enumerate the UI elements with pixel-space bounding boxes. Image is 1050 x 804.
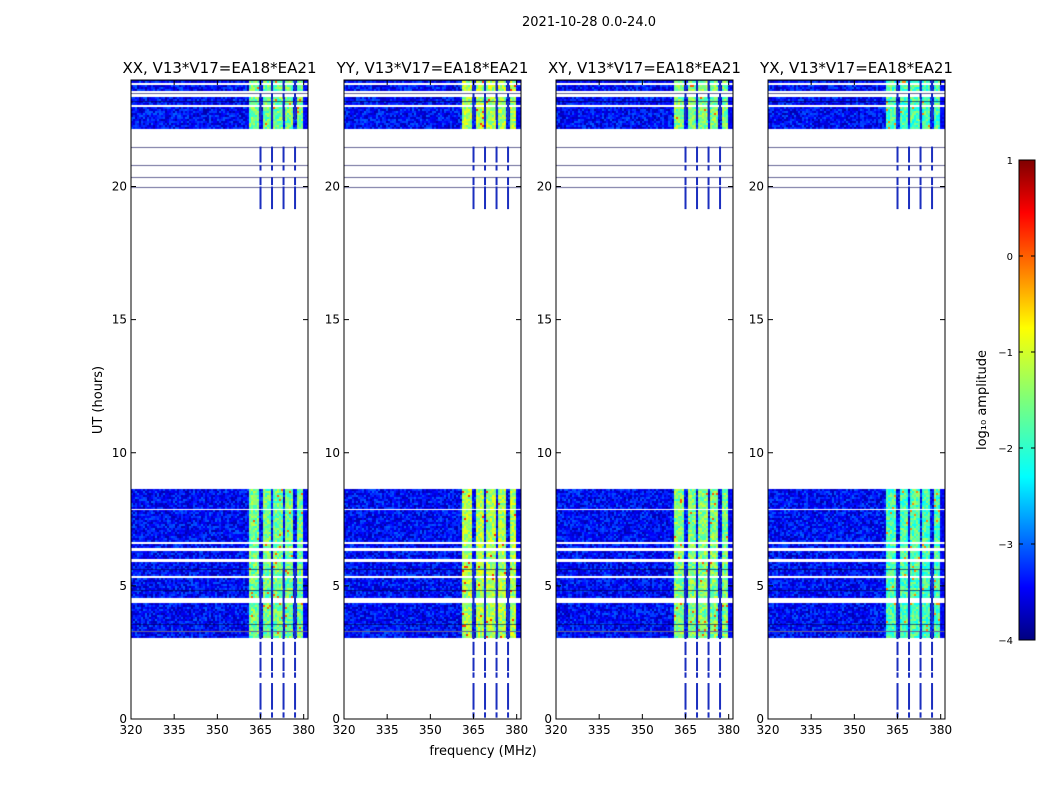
x-tick-label: 380 xyxy=(505,723,528,737)
panel-1-image xyxy=(131,80,308,719)
y-tick-label: 10 xyxy=(749,446,764,460)
x-tick-label: 320 xyxy=(757,723,780,737)
x-tick-label: 335 xyxy=(376,723,399,737)
panel-2: YY, V13*V17=EA18*EA21 320 335 350 365 380 0 5 10… xyxy=(325,59,529,737)
panel-3: XY, V13*V17=EA18*EA21 320 335 350 365 380 0 5 10… xyxy=(537,59,741,737)
panel-3-image xyxy=(556,80,733,719)
panel-1: XX, V13*V17=EA18*EA21 320 335 350 365 380 0 5 10… xyxy=(112,59,317,737)
panel-1-frame xyxy=(130,79,309,720)
y-axis-label: UT (hours) xyxy=(91,366,106,434)
colorbar-tick-label: 1 xyxy=(1007,156,1013,167)
x-tick-label: 365 xyxy=(249,723,272,737)
colorbar-tick-label: −2 xyxy=(998,444,1013,455)
panel-2-frame xyxy=(343,79,522,720)
x-tick-label: 380 xyxy=(292,723,315,737)
y-tick-label: 20 xyxy=(325,180,340,194)
x-tick-label: 380 xyxy=(717,723,740,737)
y-tick-label: 5 xyxy=(332,579,340,593)
panel-4-title: YX, V13*V17=EA18*EA21 xyxy=(759,59,953,77)
x-tick-label: 350 xyxy=(206,723,229,737)
colorbar-tick-label: −1 xyxy=(998,348,1013,359)
x-tick-label: 320 xyxy=(333,723,356,737)
y-tick-label: 15 xyxy=(537,313,552,327)
panel-2-image xyxy=(344,80,521,719)
panel-4: YX, V13*V17=EA18*EA21 320 335 350 365 380 0 5 10… xyxy=(749,59,953,737)
figure-suptitle: 2021-10-28 0.0-24.0 xyxy=(522,15,656,30)
panel-4-image xyxy=(768,80,945,719)
x-tick-label: 350 xyxy=(419,723,442,737)
panel-3-frame xyxy=(555,79,734,720)
x-tick-label: 350 xyxy=(631,723,654,737)
x-tick-label: 320 xyxy=(545,723,568,737)
y-tick-label: 0 xyxy=(119,712,127,726)
colorbar-gradient xyxy=(1018,159,1036,641)
x-tick-label: 380 xyxy=(929,723,952,737)
panel-2-title: YY, V13*V17=EA18*EA21 xyxy=(336,59,529,77)
panels-group: XX, V13*V17=EA18*EA21 320 335 350 365 380 0 5 10… xyxy=(112,59,953,737)
x-tick-label: 335 xyxy=(800,723,823,737)
y-tick-label: 15 xyxy=(749,313,764,327)
y-tick-label: 20 xyxy=(749,180,764,194)
colorbar: log₁₀ amplitude 1 0 −1 −2 −3 −4 xyxy=(975,156,1036,647)
y-tick-label: 0 xyxy=(756,712,764,726)
y-tick-label: 20 xyxy=(112,180,127,194)
panel-1-title: XX, V13*V17=EA18*EA21 xyxy=(122,59,316,77)
x-tick-label: 365 xyxy=(462,723,485,737)
y-tick-label: 10 xyxy=(325,446,340,460)
x-tick-label: 365 xyxy=(886,723,909,737)
y-tick-label: 20 xyxy=(537,180,552,194)
y-tick-label: 15 xyxy=(112,313,127,327)
y-tick-label: 10 xyxy=(112,446,127,460)
y-tick-label: 0 xyxy=(544,712,552,726)
x-tick-label: 335 xyxy=(163,723,186,737)
colorbar-label: log₁₀ amplitude xyxy=(975,350,990,450)
x-tick-label: 335 xyxy=(588,723,611,737)
panel-3-title: XY, V13*V17=EA18*EA21 xyxy=(548,59,741,77)
colorbar-tick-label: 0 xyxy=(1007,252,1013,263)
panel-4-frame xyxy=(767,79,946,720)
y-tick-label: 10 xyxy=(537,446,552,460)
y-tick-label: 5 xyxy=(756,579,764,593)
x-tick-label: 320 xyxy=(120,723,143,737)
x-tick-label: 350 xyxy=(843,723,866,737)
y-tick-label: 5 xyxy=(544,579,552,593)
x-tick-label: 365 xyxy=(674,723,697,737)
y-tick-label: 5 xyxy=(119,579,127,593)
x-axis-label: frequency (MHz) xyxy=(429,744,536,759)
y-tick-label: 15 xyxy=(325,313,340,327)
colorbar-tick-label: −4 xyxy=(998,636,1013,647)
y-tick-label: 0 xyxy=(332,712,340,726)
colorbar-tick-label: −3 xyxy=(998,540,1013,551)
